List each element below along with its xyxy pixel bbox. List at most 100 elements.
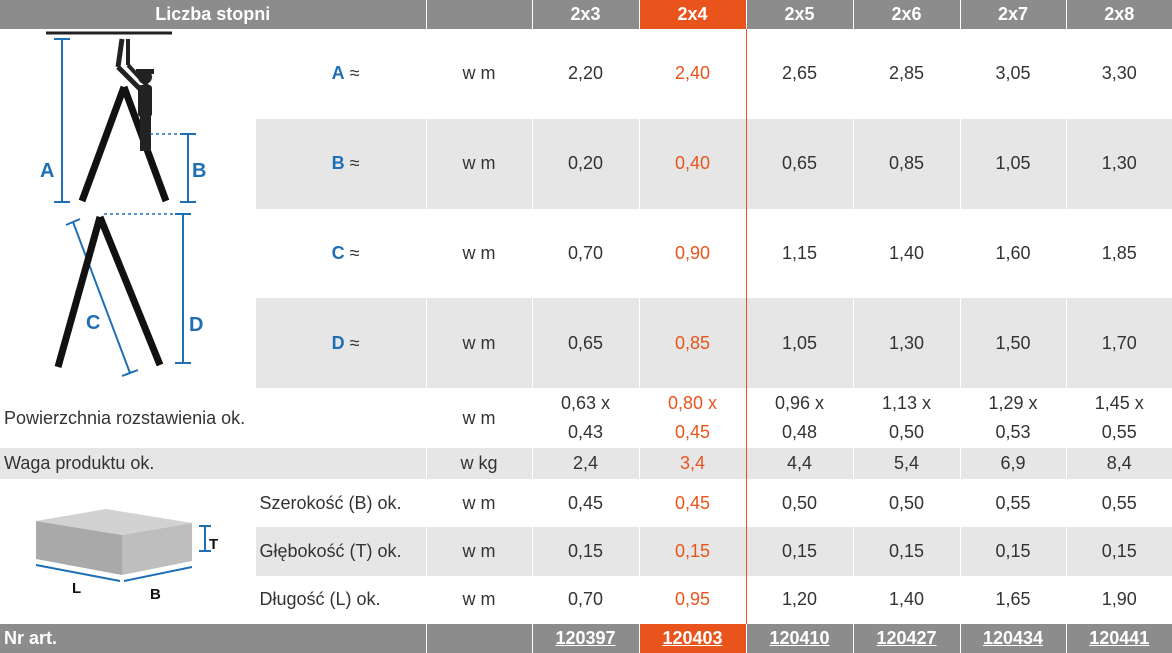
article-number-cell: 120403 (639, 624, 747, 653)
surface-value: 1,29 x 0,53 (960, 388, 1067, 448)
header-col: 2x5 (746, 0, 854, 29)
surface-depth: 0,50 (888, 422, 925, 442)
footer-blank (426, 624, 533, 653)
header-col: 2x6 (853, 0, 961, 29)
article-number-cell: 120427 (853, 624, 961, 653)
package-value: 1,40 (853, 575, 961, 624)
dimension-value: 2,20 (532, 29, 640, 119)
surface-width: 0,96 x (774, 393, 825, 413)
dimension-value: 2,85 (853, 29, 961, 119)
dimension-value: 2,40 (638, 29, 747, 119)
surface-value: 0,80 x 0,45 (638, 388, 747, 448)
surface-width: 1,29 x (988, 393, 1038, 413)
header-col: 2x3 (532, 0, 640, 29)
dimension-value: 2,65 (746, 29, 854, 119)
dimension-label-b: B (192, 160, 206, 182)
ladder-dimension-diagram: A B C (40, 31, 206, 377)
dimension-letter: C (331, 242, 345, 263)
dimension-letter: B (331, 153, 345, 174)
box-label-l: L (72, 580, 81, 597)
dimension-value: 1,15 (746, 208, 854, 299)
unit-cell: w m (426, 118, 533, 209)
box-label-t: T (209, 536, 218, 553)
weight-value: 2,4 (532, 448, 640, 479)
package-label: Głębokość (T) ok. (255, 527, 427, 576)
unit-cell: w m (426, 298, 533, 388)
dimension-value: 1,05 (960, 118, 1067, 209)
ladder-diagram-cell: A B C (0, 29, 256, 388)
dimension-value: 1,30 (1066, 118, 1172, 209)
package-value: 0,50 (746, 479, 854, 528)
worker-figure (115, 38, 154, 151)
dimension-value: 0,85 (638, 298, 747, 388)
surface-depth: 0,48 (781, 422, 818, 442)
dimension-value: 1,30 (853, 298, 961, 388)
dimension-value: 1,85 (1101, 242, 1137, 263)
surface-value: 0,63 x 0,43 (532, 388, 640, 448)
surface-label: Powierzchnia rozstawienia ok. (0, 388, 427, 448)
header-col-highlight: 2x4 (639, 0, 747, 29)
surface-row: Powierzchnia rozstawienia ok. w m 0,63 x 0,… (0, 388, 1172, 448)
package-value: 0,95 (638, 575, 747, 624)
package-value: 1,90 (1101, 589, 1137, 610)
package-row: Głębokość (T) ok. w m 0,15 0,15 0,15 0,15 0,15… (0, 527, 1172, 576)
surface-width: 1,13 x (881, 393, 932, 413)
dimension-label-a: A (40, 160, 54, 182)
package-value: 0,15 (960, 527, 1067, 576)
package-row: T L B Szerokość (B) ok. w m 0,45 0,45 0,50 0,… (0, 479, 1172, 624)
surface-value: 0,96 x 0,48 (746, 388, 854, 448)
dimension-row: D ≈ w m 0,65 0,85 1,05 1,30 1,50 1,70 (0, 298, 1172, 388)
weight-label: Waga produktu ok. (0, 448, 427, 479)
ladder-lower-diagram: C D (54, 213, 203, 377)
header-blank (426, 0, 533, 29)
surface-width: 0,80 x (667, 393, 718, 413)
approx-sign: ≈ (344, 63, 360, 84)
article-number-link[interactable]: 120397 (555, 628, 616, 648)
unit-cell: w m (426, 575, 533, 624)
box-label-b: B (150, 586, 161, 603)
approx-sign: ≈ (344, 242, 360, 263)
unit-cell: w m (426, 388, 533, 448)
dimension-label-c: C (86, 312, 100, 334)
dimension-label: B ≈ (255, 118, 427, 209)
weight-row: Waga produktu ok. w kg 2,4 3,4 4,4 5,4 6,9 8,4 (0, 448, 1172, 479)
dimension-value: 1,05 (746, 298, 854, 388)
surface-depth: 0,45 (674, 422, 711, 442)
dimension-label: D ≈ (255, 298, 427, 388)
surface-width: 0,63 x (560, 393, 611, 413)
header-title: Liczba stopni (0, 0, 427, 29)
package-value: 0,15 (1066, 527, 1172, 576)
surface-value: 1,45 x 0,55 (1066, 388, 1172, 448)
article-number-cell: 120434 (960, 624, 1067, 653)
article-number-cell: 120397 (532, 624, 640, 653)
article-number-link[interactable]: 120441 (1089, 628, 1150, 648)
article-number-link[interactable]: 120427 (876, 628, 937, 648)
surface-depth: 0,53 (995, 422, 1031, 442)
dimension-letter: D (331, 332, 345, 353)
dimension-value: 0,40 (638, 118, 747, 209)
dimension-value: 1,60 (960, 208, 1067, 299)
package-value: 0,15 (532, 527, 640, 576)
article-number-link[interactable]: 120403 (662, 628, 723, 648)
package-value: 0,55 (960, 479, 1067, 528)
header-col: 2x8 (1066, 0, 1172, 29)
surface-depth: 0,55 (1101, 422, 1137, 442)
weight-value: 3,4 (638, 448, 747, 479)
weight-value: 8,4 (1066, 448, 1172, 479)
dimension-label: C ≈ (255, 208, 427, 299)
unit-cell: w m (426, 479, 533, 528)
header-row: Liczba stopni 2x3 2x4 2x5 2x6 2x7 2x8 (0, 0, 1172, 29)
dimension-row: C ≈ w m 0,70 0,90 1,15 1,40 1,60 1,85 (0, 208, 1172, 299)
surface-value: 1,13 x 0,50 (853, 388, 961, 448)
dimension-label: A ≈ (255, 29, 427, 119)
weight-value: 5,4 (853, 448, 961, 479)
dimension-value: 1,50 (960, 298, 1067, 388)
article-number-link[interactable]: 120434 (982, 628, 1044, 648)
article-number-link[interactable]: 120410 (769, 628, 830, 648)
article-number-cell: 120441 (1066, 624, 1172, 653)
dimension-label-d: D (189, 314, 203, 336)
dimension-row: B ≈ w m 0,20 0,40 0,65 0,85 1,05 1,30 (0, 118, 1172, 209)
package-value: 1,20 (746, 575, 854, 624)
package-value: 0,70 (532, 575, 640, 624)
